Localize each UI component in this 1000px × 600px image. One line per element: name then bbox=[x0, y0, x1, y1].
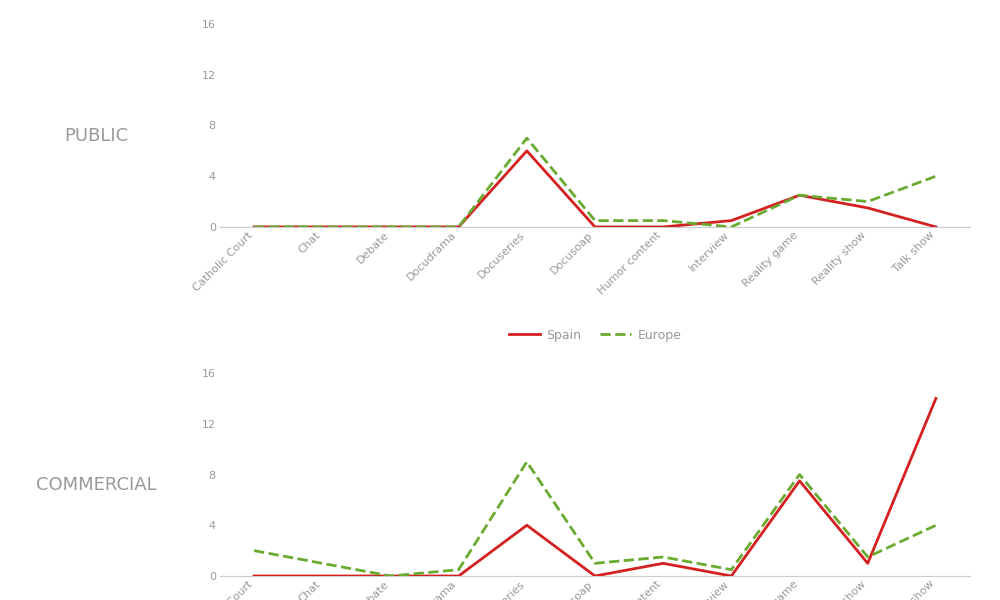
Text: COMMERCIAL: COMMERCIAL bbox=[36, 476, 157, 494]
Text: PUBLIC: PUBLIC bbox=[64, 127, 128, 145]
Legend: Spain, Europe: Spain, Europe bbox=[504, 323, 686, 347]
